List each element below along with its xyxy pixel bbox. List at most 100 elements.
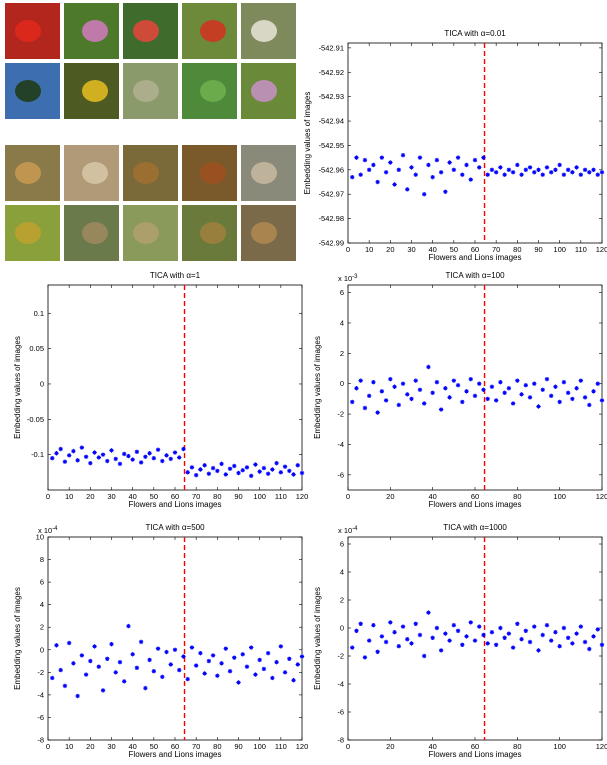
marker <box>595 381 600 386</box>
marker <box>66 453 72 458</box>
y-tick-label: -2 <box>37 668 44 677</box>
marker <box>549 638 554 643</box>
marker <box>287 656 292 661</box>
marker <box>109 448 114 453</box>
marker <box>557 399 562 405</box>
x-tick-label: 80 <box>213 742 221 751</box>
marker <box>172 647 178 652</box>
marker <box>151 669 157 674</box>
y-tick-label: -2 <box>337 652 344 661</box>
marker <box>105 656 110 661</box>
marker <box>134 665 140 671</box>
marker <box>472 638 478 643</box>
marker <box>426 162 431 168</box>
marker <box>599 642 605 647</box>
marker <box>291 678 296 683</box>
marker <box>527 639 533 645</box>
marker <box>375 410 380 415</box>
marker <box>215 468 220 474</box>
marker <box>113 670 118 675</box>
marker <box>66 640 72 646</box>
marker <box>282 464 288 469</box>
y-tick-label: 0.05 <box>29 344 44 353</box>
marker <box>96 455 101 460</box>
marker <box>92 450 97 455</box>
marker <box>447 160 452 165</box>
marker <box>498 379 503 385</box>
marker <box>502 635 507 640</box>
marker <box>523 383 528 388</box>
marker <box>468 376 473 382</box>
y-tick-label: 4 <box>340 318 344 327</box>
marker <box>396 402 401 408</box>
marker <box>400 381 406 386</box>
marker <box>354 155 359 160</box>
marker <box>227 466 233 471</box>
marker <box>565 390 571 396</box>
marker <box>274 659 279 665</box>
x-tick-label: 10 <box>365 245 373 254</box>
x-tick-label: 0 <box>346 245 350 254</box>
y-tick-label: -4 <box>337 440 344 449</box>
x-tick-label: 30 <box>107 742 115 751</box>
chart: 0 10 20 30 40 50 60 70 80 90 100 110 120 -542.91 -542.… <box>303 29 607 262</box>
marker <box>477 381 482 386</box>
marker <box>151 455 157 461</box>
y-axis-label: Embedding values of images <box>313 587 322 690</box>
y-tick-label: 8 <box>40 555 44 564</box>
marker <box>447 638 452 643</box>
marker <box>540 172 545 177</box>
marker <box>544 623 550 628</box>
marker <box>392 630 397 635</box>
y-tick-label: -2 <box>337 410 344 419</box>
x-tick-label: 100 <box>553 245 566 254</box>
marker <box>536 648 541 653</box>
photo-subject <box>251 222 277 244</box>
marker <box>506 167 512 173</box>
marker <box>240 652 245 657</box>
marker <box>430 635 435 640</box>
marker <box>295 463 300 468</box>
x-tick-label: 10 <box>65 492 73 501</box>
y-axis-label: Embedding values of images <box>13 336 22 439</box>
x-tick-label: 80 <box>513 742 521 751</box>
marker <box>206 658 212 664</box>
y-axis-label: Embedding values of images <box>313 336 322 439</box>
chart: 0 10 20 30 40 50 60 70 80 90 100 110 1201086420-2-4-… <box>13 523 308 759</box>
marker <box>383 398 389 403</box>
marker <box>143 454 148 459</box>
marker <box>422 401 427 406</box>
marker <box>430 390 435 396</box>
marker <box>62 683 68 689</box>
photo-subject <box>200 222 226 244</box>
marker <box>117 659 123 665</box>
marker <box>54 643 59 648</box>
y-tick-label: 6 <box>340 540 344 549</box>
marker <box>485 641 490 646</box>
y-tick-label: 6 <box>340 288 344 297</box>
marker <box>409 641 414 646</box>
marker <box>413 378 418 383</box>
y-tick-label: -542.92 <box>319 68 344 77</box>
marker <box>236 680 241 685</box>
y-tick-label: -542.94 <box>319 117 344 126</box>
marker <box>455 628 461 633</box>
marker <box>227 669 233 674</box>
x-tick-label: 20 <box>86 742 94 751</box>
marker <box>532 624 537 629</box>
marker <box>587 646 592 652</box>
x-axis-label: Flowers and Lions images <box>429 750 522 759</box>
marker <box>417 387 423 392</box>
x-tick-label: 0 <box>346 742 350 751</box>
photo-subject <box>133 162 159 184</box>
y-tick-label: -0.05 <box>27 415 44 424</box>
marker <box>405 187 410 192</box>
multiplier-exponent: -4 <box>52 526 58 532</box>
marker <box>126 453 131 459</box>
marker <box>455 383 461 388</box>
marker <box>582 167 588 173</box>
marker <box>595 627 600 632</box>
